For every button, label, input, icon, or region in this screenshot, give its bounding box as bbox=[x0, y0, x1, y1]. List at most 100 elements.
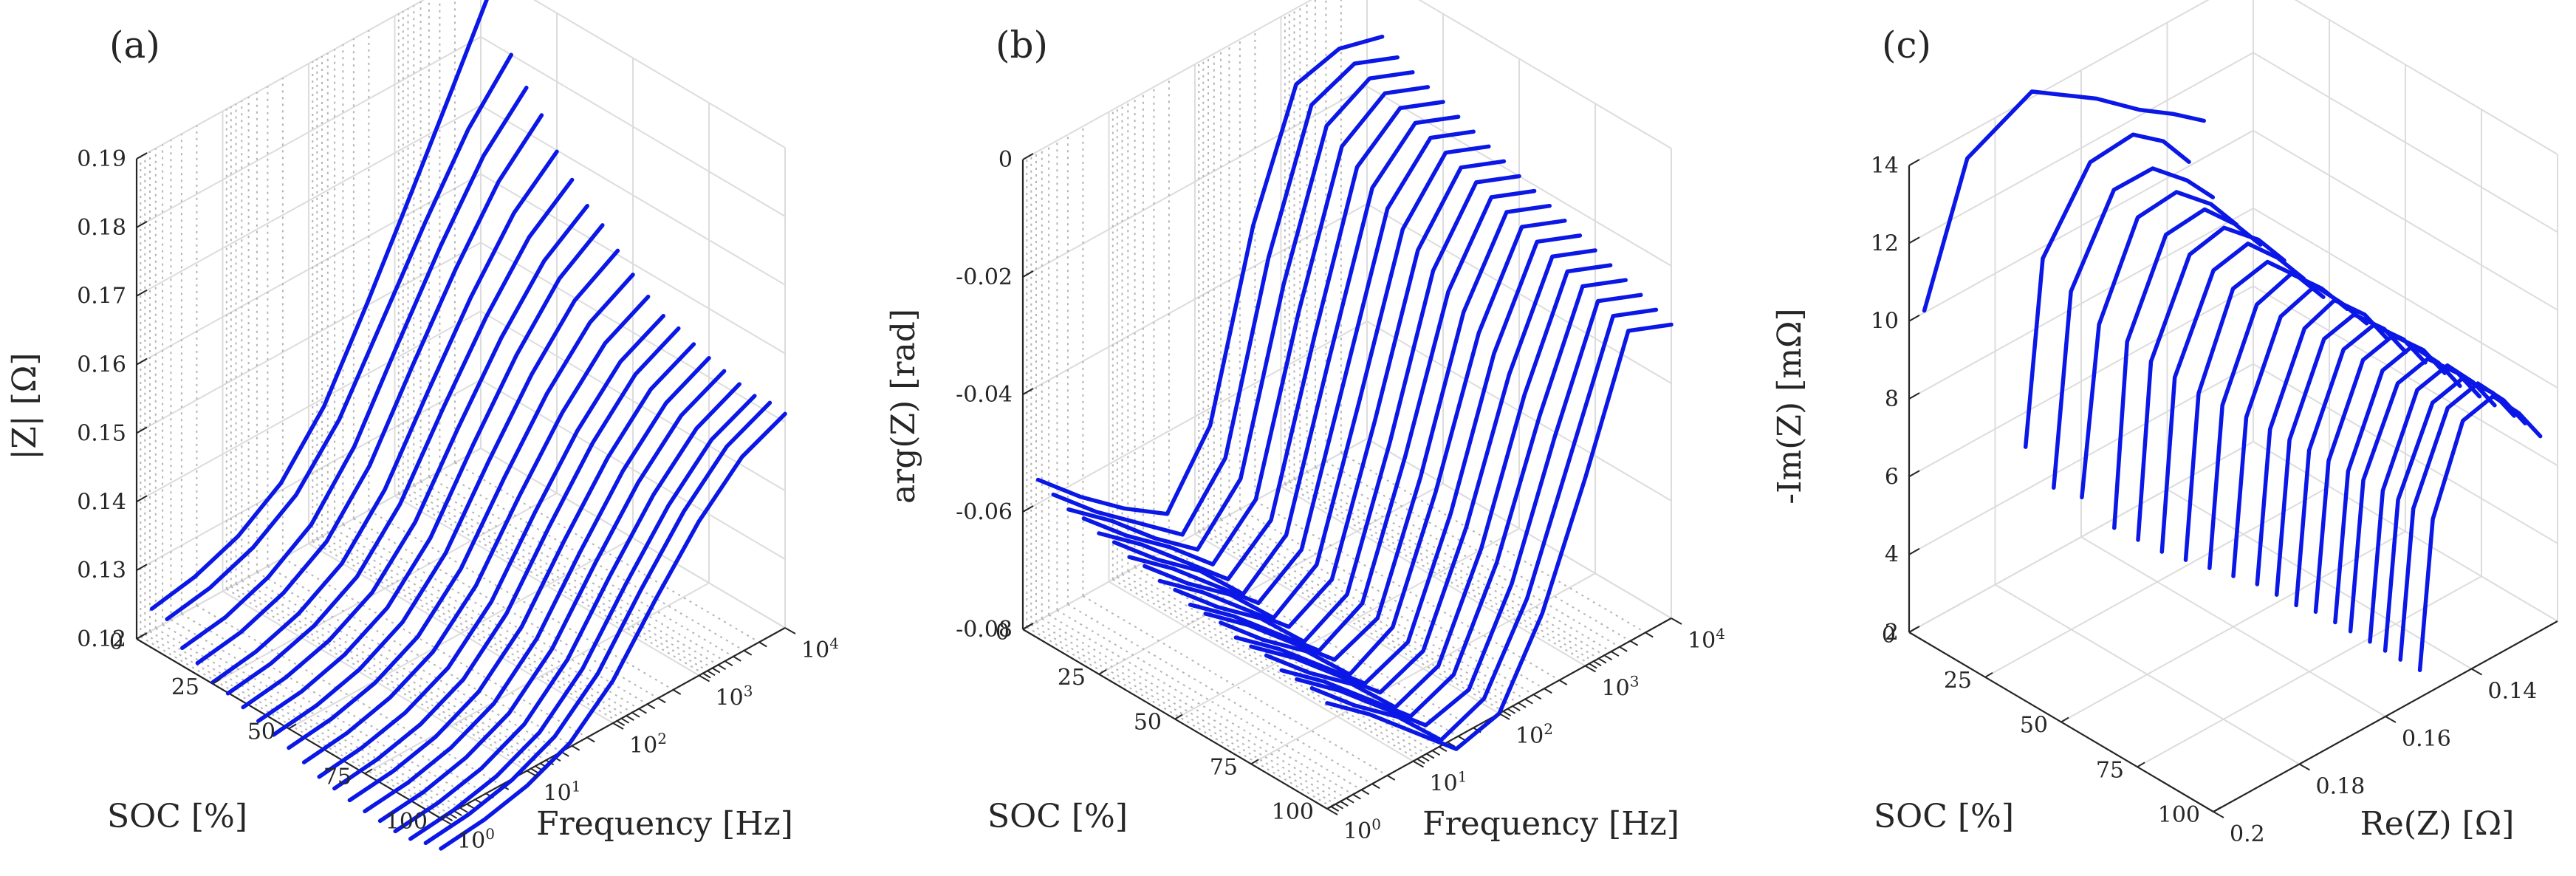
minor-gridline bbox=[1041, 617, 1347, 799]
y-tick-label: 0.14 bbox=[2488, 679, 2538, 705]
x-tick-label: 50 bbox=[2020, 713, 2048, 739]
minor-gridline bbox=[1213, 522, 1519, 704]
y-tick bbox=[1326, 808, 1338, 815]
minor-gridline bbox=[327, 532, 633, 714]
panel-b: -0.08-0.06-0.04-0.0200255075100100101102… bbox=[885, 0, 1725, 844]
minor-tick bbox=[638, 708, 647, 714]
minor-tick bbox=[1645, 632, 1654, 638]
minor-gridline bbox=[1121, 573, 1428, 755]
minor-tick bbox=[1597, 657, 1607, 664]
z-tick-label: 0.17 bbox=[77, 284, 126, 309]
z-tick bbox=[136, 152, 148, 160]
panel-c: 2 4 6 8 10 12 14 0 25 50 75 100 0.14 0.16 0.18 0.2 (c) -I… bbox=[1771, 0, 2558, 847]
y-tick-exponent: 0 bbox=[485, 825, 495, 843]
minor-tick bbox=[1524, 698, 1533, 705]
minor-gridline bbox=[402, 490, 708, 672]
minor-tick bbox=[1386, 775, 1396, 781]
series-line bbox=[256, 223, 605, 723]
x-tick-label: 50 bbox=[1134, 710, 1162, 736]
minor-gridline bbox=[454, 462, 760, 643]
minor-tick bbox=[707, 670, 716, 677]
x-axis-label: SOC [%] bbox=[987, 798, 1128, 835]
x-tick bbox=[2137, 762, 2145, 768]
minor-tick bbox=[743, 649, 753, 656]
series-line bbox=[1127, 129, 1476, 606]
x-tick-label: 100 bbox=[2158, 802, 2200, 828]
minor-tick bbox=[459, 807, 468, 813]
x-tick bbox=[2213, 807, 2222, 812]
minor-tick bbox=[616, 720, 626, 726]
y-tick-label: 0.16 bbox=[2402, 726, 2451, 752]
minor-gridline bbox=[1220, 519, 1526, 700]
y-tick-exponent: 1 bbox=[1458, 768, 1467, 786]
z-tick bbox=[1908, 159, 1920, 166]
minor-gridline bbox=[1117, 576, 1422, 758]
y-tick-exponent: 0 bbox=[1371, 815, 1381, 833]
minor-gridline bbox=[155, 627, 461, 809]
minor-gridline bbox=[407, 487, 713, 669]
z-tick-label: 2 bbox=[1885, 620, 1899, 646]
series-line bbox=[2080, 190, 2239, 500]
y-tick-base: 10 bbox=[1515, 723, 1544, 749]
minor-tick bbox=[586, 736, 595, 743]
minor-tick bbox=[1532, 694, 1542, 700]
minor-gridline bbox=[181, 613, 487, 795]
minor-tick bbox=[672, 689, 682, 695]
series-line bbox=[1249, 248, 1597, 695]
minor-gridline bbox=[1112, 578, 1418, 760]
minor-gridline bbox=[398, 493, 704, 674]
minor-tick bbox=[1360, 789, 1370, 795]
x-tick-label: 0 bbox=[109, 629, 123, 655]
x-axis-label: SOC [%] bbox=[107, 798, 247, 835]
minor-gridline bbox=[256, 571, 562, 753]
minor-gridline bbox=[1030, 623, 1336, 805]
minor-tick bbox=[1589, 663, 1597, 669]
minor-tick bbox=[1330, 806, 1340, 812]
y-tick-exponent: 1 bbox=[572, 778, 581, 795]
minor-tick bbox=[626, 715, 634, 721]
z-tick bbox=[1022, 388, 1034, 395]
minor-gridline bbox=[144, 633, 450, 815]
z-axis-label: arg(Z) [rad] bbox=[885, 309, 922, 504]
series-line bbox=[271, 248, 620, 737]
z-tick bbox=[136, 357, 148, 366]
minor-tick bbox=[631, 711, 640, 718]
minor-gridline bbox=[1048, 614, 1354, 795]
minor-tick bbox=[1507, 708, 1516, 714]
minor-tick bbox=[657, 697, 666, 704]
y-tick-base: 10 bbox=[1430, 771, 1458, 797]
x-tick-label: 25 bbox=[1944, 668, 1972, 694]
minor-tick bbox=[711, 667, 721, 674]
series-line bbox=[1233, 233, 1583, 686]
x-tick-label: 50 bbox=[247, 719, 275, 745]
y-tick bbox=[784, 627, 796, 634]
z-tick bbox=[136, 564, 148, 571]
x-tick bbox=[1326, 804, 1335, 810]
z-tick-label: 6 bbox=[1885, 464, 1899, 490]
z-tick-label: 4 bbox=[1885, 542, 1899, 568]
z-tick-label: 0.16 bbox=[77, 352, 126, 378]
minor-tick bbox=[1558, 680, 1568, 685]
minor-tick bbox=[1603, 654, 1613, 661]
y-tick-label: 101 bbox=[544, 778, 581, 807]
minor-gridline bbox=[1306, 471, 1612, 652]
series-line bbox=[1295, 292, 1643, 728]
minor-gridline bbox=[353, 518, 659, 699]
series-line bbox=[2112, 207, 2263, 530]
y-tick-label: 103 bbox=[1602, 673, 1640, 702]
minor-tick bbox=[571, 745, 580, 751]
minor-tick bbox=[466, 803, 475, 810]
minor-gridline bbox=[241, 580, 547, 762]
y-tick bbox=[612, 722, 624, 730]
series-line bbox=[393, 382, 741, 834]
y-tick-base: 10 bbox=[629, 733, 657, 759]
z-tick-label: 0.14 bbox=[77, 489, 126, 515]
gridline bbox=[1108, 581, 1414, 762]
minor-gridline bbox=[1056, 609, 1362, 791]
y-tick-base: 10 bbox=[1343, 818, 1371, 844]
series-line bbox=[1035, 34, 1385, 516]
y-tick-base: 10 bbox=[716, 685, 744, 711]
x-tick-label: 0 bbox=[996, 620, 1010, 646]
z-tick-label: 10 bbox=[1871, 309, 1899, 335]
x-tick bbox=[1908, 627, 1917, 633]
